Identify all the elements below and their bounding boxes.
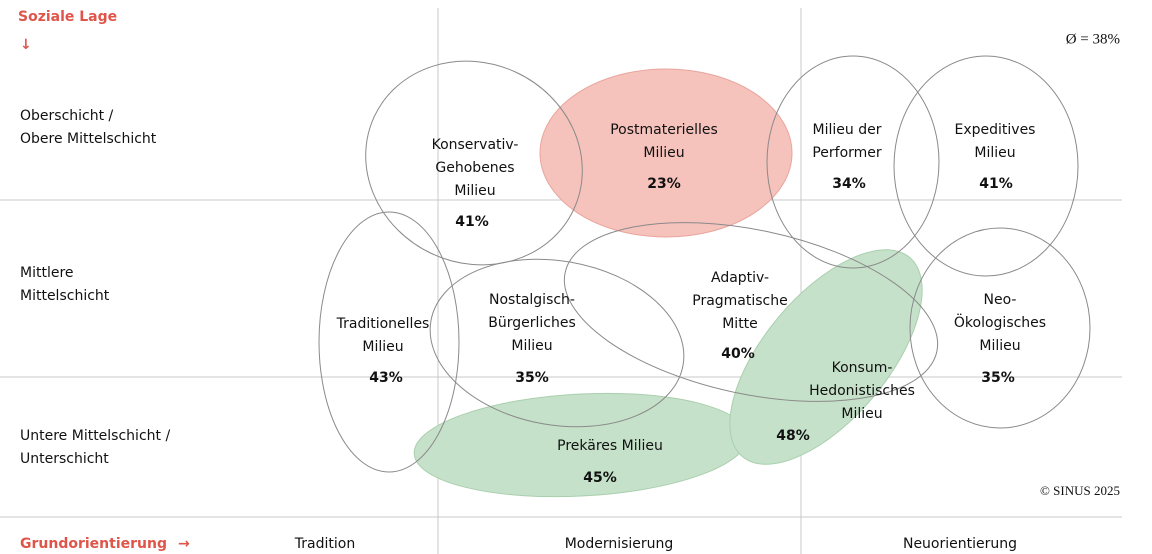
column-label: Modernisierung (565, 536, 674, 552)
milieu-label: Konsum- (832, 360, 893, 376)
copyright: © SINUS 2025 (1040, 483, 1120, 498)
konservativ-shape (365, 60, 583, 266)
milieu-label: Milieu (454, 183, 495, 199)
x-axis-title: Grundorientierung (20, 536, 167, 552)
milieu-label: Milieu (841, 406, 882, 422)
milieu-label: Expeditives (955, 122, 1036, 138)
milieu-value: 43% (369, 370, 403, 386)
milieu-label: Milieu (974, 145, 1015, 161)
milieu-value: 35% (515, 370, 549, 386)
neooekologisch-shape (909, 227, 1091, 429)
milieu-label: Milieu (979, 338, 1020, 354)
milieu-label: Performer (812, 145, 882, 161)
row-label: Unterschicht (20, 451, 109, 467)
row-label: Oberschicht / (20, 108, 114, 124)
highlight-shapes (413, 68, 923, 498)
milieu-label: Mitte (722, 316, 758, 332)
postmaterial-shape (539, 68, 793, 238)
milieu-value: 34% (832, 176, 866, 192)
row-label: Mittelschicht (20, 288, 110, 304)
konsum-shape (729, 249, 923, 465)
milieu-label: Milieu (511, 338, 552, 354)
milieu-label: Nostalgisch- (489, 292, 575, 308)
milieu-value: 35% (981, 370, 1015, 386)
performer-shape (766, 55, 940, 269)
column-label: Tradition (294, 536, 355, 552)
milieu-value: 41% (979, 176, 1013, 192)
row-label: Untere Mittelschicht / (20, 428, 170, 444)
milieu-label: Milieu (362, 339, 403, 355)
adaptiv-shape (563, 222, 939, 402)
milieu-label: Postmaterielles (610, 122, 718, 138)
average: Ø = 38% (1066, 31, 1120, 47)
milieu-label: Traditionelles (336, 316, 430, 332)
milieu-label: Bürgerliches (488, 315, 576, 331)
milieu-value: 41% (455, 214, 489, 230)
milieu-label: Gehobenes (435, 160, 514, 176)
milieu-label: Ökologisches (954, 313, 1046, 331)
expeditiv-shape (893, 55, 1079, 277)
row-label: Mittlere (20, 265, 74, 281)
milieu-value: 48% (776, 428, 810, 444)
milieu-value: 45% (583, 470, 617, 486)
milieu-label: Hedonistisches (809, 383, 915, 399)
x-axis-arrow: → (178, 536, 190, 552)
column-label: Neuorientierung (903, 536, 1017, 552)
milieu-label: Konservativ- (432, 137, 519, 153)
milieu-value: 40% (721, 346, 755, 362)
milieu-label: Milieu der (813, 122, 882, 138)
traditionell-shape (318, 211, 460, 473)
milieu-value: 23% (647, 176, 681, 192)
nostalgisch-shape (429, 258, 685, 428)
y-axis-arrow: ↓ (20, 37, 32, 53)
row-label: Obere Mittelschicht (20, 131, 157, 147)
milieu-label: Prekäres Milieu (557, 438, 663, 454)
y-axis-title: Soziale Lage (18, 9, 117, 25)
milieu-label: Neo- (984, 292, 1017, 308)
milieu-label: Adaptiv- (711, 270, 769, 286)
milieu-label: Milieu (643, 145, 684, 161)
outline-shapes (318, 55, 1091, 473)
milieu-label: Pragmatische (692, 293, 788, 309)
